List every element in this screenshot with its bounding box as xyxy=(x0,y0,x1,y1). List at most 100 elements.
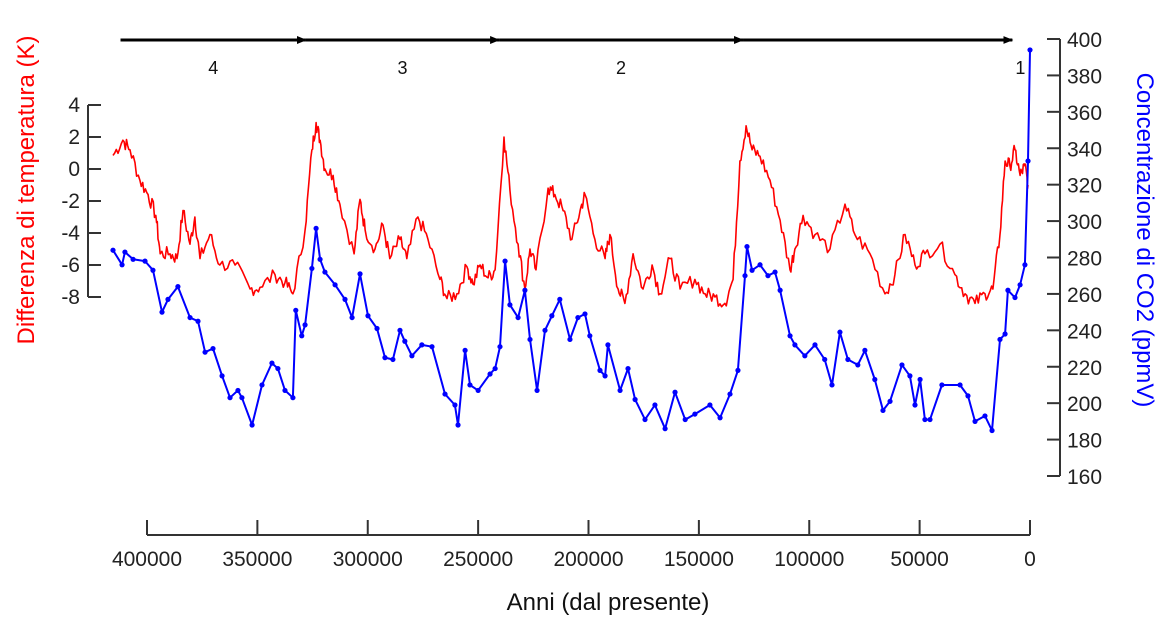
co2-point xyxy=(317,256,323,262)
series-layer xyxy=(110,47,1033,434)
co2-point xyxy=(462,347,468,353)
co2-point xyxy=(939,382,945,388)
co2-point xyxy=(727,391,733,397)
co2-point xyxy=(887,398,893,404)
co2-point xyxy=(707,402,713,408)
co2-point xyxy=(605,342,611,348)
co2-point xyxy=(507,302,513,308)
co2-point xyxy=(837,329,843,335)
co2-point xyxy=(917,376,923,383)
co2-point xyxy=(119,262,125,268)
co2-point xyxy=(880,407,886,414)
co2-point xyxy=(957,382,963,388)
co2-point xyxy=(309,265,315,272)
co2-point xyxy=(749,267,755,273)
period-arrows: 4 3 2 1 xyxy=(120,36,1025,78)
co2-point xyxy=(492,365,498,372)
co2-point xyxy=(829,382,835,388)
left-tick-label: 4 xyxy=(68,94,80,117)
co2-point xyxy=(299,333,305,339)
co2-point xyxy=(744,243,750,250)
x-axis-years: 400000 350000 300000 250000 200000 150000 1000… xyxy=(112,520,1036,571)
co2-point xyxy=(927,416,933,423)
co2-point xyxy=(534,387,540,394)
co2-point xyxy=(357,271,363,277)
co2-point xyxy=(587,333,593,339)
co2-point xyxy=(972,418,978,424)
co2-point xyxy=(390,356,396,363)
co2-point xyxy=(1022,262,1028,268)
co2-point xyxy=(487,371,493,377)
co2-point xyxy=(275,365,281,372)
x-tick-label: 200000 xyxy=(553,548,623,571)
co2-point xyxy=(1027,47,1033,53)
right-tick-label: 300 xyxy=(1067,211,1102,234)
y-axis-right-title: Concentrazione di CO2 (ppmV) xyxy=(1131,73,1158,408)
co2-point xyxy=(195,318,201,324)
co2-point xyxy=(110,247,116,253)
left-tick-label: -8 xyxy=(61,286,80,309)
x-tick-label: 0 xyxy=(1024,548,1036,571)
right-tick-label: 340 xyxy=(1067,138,1102,161)
right-tick-label: 320 xyxy=(1067,175,1102,198)
co2-point xyxy=(1025,158,1031,164)
period-label: 4 xyxy=(208,58,218,78)
left-tick-label: -6 xyxy=(61,254,80,277)
co2-point xyxy=(290,395,296,401)
co2-point xyxy=(787,333,793,339)
co2-point xyxy=(982,413,988,419)
co2-point xyxy=(442,391,448,397)
co2-point xyxy=(582,311,588,317)
co2-point xyxy=(239,395,245,401)
co2-point xyxy=(429,344,435,350)
x-tick-label: 50000 xyxy=(890,548,948,571)
co2-point xyxy=(1012,294,1018,301)
co2-point xyxy=(907,373,913,379)
co2-point xyxy=(282,387,288,394)
co2-point xyxy=(965,393,971,399)
co2-point xyxy=(142,258,148,264)
right-tick-label: 400 xyxy=(1067,29,1102,52)
co2-point xyxy=(802,353,808,359)
co2-point xyxy=(502,258,508,264)
co2-point xyxy=(1017,282,1023,288)
co2-point xyxy=(557,296,563,302)
co2-point xyxy=(402,338,408,344)
co2-point xyxy=(150,267,156,273)
temperature-line xyxy=(112,121,1029,308)
right-tick-label: 280 xyxy=(1067,248,1102,271)
co2-point xyxy=(692,411,698,417)
co2-point xyxy=(822,356,828,363)
co2-point xyxy=(293,307,299,313)
co2-point xyxy=(617,387,623,394)
co2-point xyxy=(452,402,458,408)
left-axis-temperature: 4 2 0 -2 -4 -6 -8 xyxy=(61,94,101,309)
co2-point xyxy=(342,296,348,302)
co2-point xyxy=(792,342,798,348)
co2-point xyxy=(812,342,818,348)
co2-point xyxy=(235,387,241,394)
period-label: 3 xyxy=(398,58,408,78)
left-tick-label: -4 xyxy=(61,222,80,245)
co2-point xyxy=(625,365,631,372)
right-axis-co2: 400 380 360 340 320 300 280 260 240 220 200 180 160 xyxy=(1047,29,1102,489)
co2-point xyxy=(497,344,503,350)
right-tick-label: 380 xyxy=(1067,65,1102,88)
co2-point xyxy=(855,362,861,368)
co2-point xyxy=(899,362,905,368)
co2-point xyxy=(419,342,425,348)
x-tick-label: 100000 xyxy=(774,548,844,571)
co2-point xyxy=(175,284,181,290)
co2-point xyxy=(130,256,136,262)
co2-point xyxy=(302,322,308,328)
co2-point xyxy=(122,249,128,255)
co2-point xyxy=(575,314,581,321)
co2-point xyxy=(845,356,851,363)
co2-point xyxy=(567,336,573,343)
co2-point xyxy=(765,273,771,279)
co2-point xyxy=(542,327,548,333)
co2-point xyxy=(409,353,415,359)
co2-point xyxy=(735,367,741,373)
left-tick-label: 2 xyxy=(68,126,80,149)
co2-point xyxy=(219,373,225,379)
